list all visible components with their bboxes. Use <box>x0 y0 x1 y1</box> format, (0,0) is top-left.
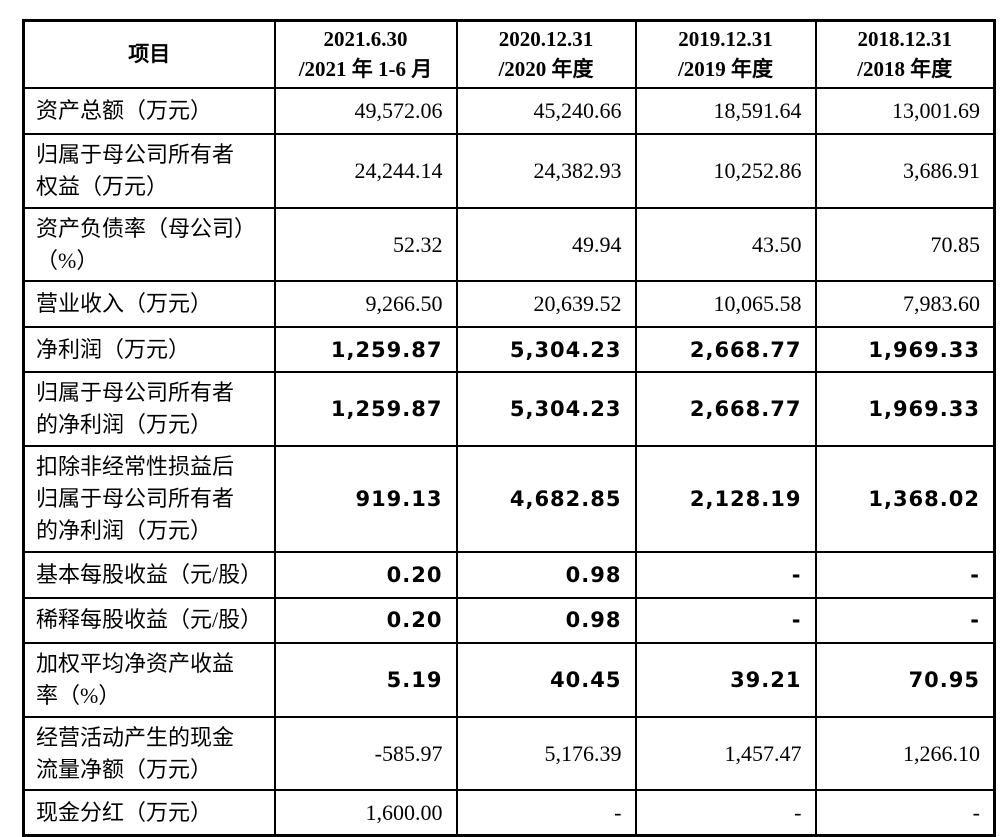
row-label: 现金分红（万元） <box>22 789 276 837</box>
table-cell: 1,600.00 <box>273 789 458 837</box>
table-cell: 4,682.85 <box>455 445 637 553</box>
table-cell: 10,065.58 <box>634 280 817 329</box>
table-cell: 39.21 <box>634 641 817 718</box>
header-cell-item: 项目 <box>22 19 276 89</box>
table-cell: 1,457.47 <box>634 715 817 792</box>
row-label: 归属于母公司所有者 权益（万元） <box>22 132 276 209</box>
table-cell: 24,244.14 <box>273 132 458 209</box>
table-row: 基本每股收益（元/股） 0.20 0.98 - - <box>22 550 996 599</box>
table-row: 营业收入（万元） 9,266.50 20,639.52 10,065.58 7,… <box>22 280 996 329</box>
table-cell: - <box>634 789 817 837</box>
page: 项目 2021.6.30 /2021 年 1-6 月 2020.12.31 /2… <box>22 19 996 837</box>
table-cell: 3,686.91 <box>814 132 996 209</box>
header-cell-2019: 2019.12.31 /2019 年度 <box>634 19 817 89</box>
table-cell: 2,668.77 <box>634 326 817 374</box>
table-cell: 5.19 <box>273 641 458 718</box>
table-cell: 45,240.66 <box>455 86 637 135</box>
table-cell: 1,969.33 <box>814 371 996 448</box>
table-cell: 5,176.39 <box>455 715 637 792</box>
table-cell: 1,969.33 <box>814 326 996 374</box>
table-cell: - <box>634 550 817 599</box>
table-cell: 1,368.02 <box>814 445 996 553</box>
table-cell: 18,591.64 <box>634 86 817 135</box>
row-label: 归属于母公司所有者 的净利润（万元） <box>22 371 276 448</box>
table-cell: 7,983.60 <box>814 280 996 329</box>
table-cell: 70.85 <box>814 206 996 283</box>
table-cell: 5,304.23 <box>455 326 637 374</box>
table-cell: 0.98 <box>455 550 637 599</box>
table-row: 归属于母公司所有者 的净利润（万元） 1,259.87 5,304.23 2,6… <box>22 371 996 448</box>
financial-summary-table: 项目 2021.6.30 /2021 年 1-6 月 2020.12.31 /2… <box>22 19 996 837</box>
table-cell: 0.98 <box>455 596 637 644</box>
table-cell: 10,252.86 <box>634 132 817 209</box>
table-row: 加权平均净资产收益 率（%） 5.19 40.45 39.21 70.95 <box>22 641 996 718</box>
table-cell: 1,259.87 <box>273 326 458 374</box>
table-row: 资产总额（万元） 49,572.06 45,240.66 18,591.64 1… <box>22 86 996 135</box>
table-row: 净利润（万元） 1,259.87 5,304.23 2,668.77 1,969… <box>22 326 996 374</box>
table-cell: 24,382.93 <box>455 132 637 209</box>
table-cell: 13,001.69 <box>814 86 996 135</box>
table-cell: 1,259.87 <box>273 371 458 448</box>
row-label: 资产负债率（母公司） （%） <box>22 206 276 283</box>
table-cell: 919.13 <box>273 445 458 553</box>
row-label: 营业收入（万元） <box>22 280 276 329</box>
table-cell: 20,639.52 <box>455 280 637 329</box>
table-cell: - <box>814 596 996 644</box>
table-row: 稀释每股收益（元/股） 0.20 0.98 - - <box>22 596 996 644</box>
header-cell-2021: 2021.6.30 /2021 年 1-6 月 <box>273 19 458 89</box>
table-cell: -585.97 <box>273 715 458 792</box>
row-label: 基本每股收益（元/股） <box>22 550 276 599</box>
row-label: 稀释每股收益（元/股） <box>22 596 276 644</box>
header-cell-2018: 2018.12.31 /2018 年度 <box>814 19 996 89</box>
table-cell: 0.20 <box>273 550 458 599</box>
table-cell: 9,266.50 <box>273 280 458 329</box>
table-body: 资产总额（万元） 49,572.06 45,240.66 18,591.64 1… <box>22 86 996 837</box>
table-cell: - <box>455 789 637 837</box>
table-row: 归属于母公司所有者 权益（万元） 24,244.14 24,382.93 10,… <box>22 132 996 209</box>
header-row: 项目 2021.6.30 /2021 年 1-6 月 2020.12.31 /2… <box>22 19 996 89</box>
table-cell: - <box>814 789 996 837</box>
table-cell: 1,266.10 <box>814 715 996 792</box>
row-label: 加权平均净资产收益 率（%） <box>22 641 276 718</box>
row-label: 扣除非经常性损益后 归属于母公司所有者 的净利润（万元） <box>22 445 276 553</box>
table-row: 扣除非经常性损益后 归属于母公司所有者 的净利润（万元） 919.13 4,68… <box>22 445 996 553</box>
table-cell: 5,304.23 <box>455 371 637 448</box>
table-cell: 0.20 <box>273 596 458 644</box>
table-row: 现金分红（万元） 1,600.00 - - - <box>22 789 996 837</box>
table-cell: 49.94 <box>455 206 637 283</box>
row-label: 资产总额（万元） <box>22 86 276 135</box>
table-row: 资产负债率（母公司） （%） 52.32 49.94 43.50 70.85 <box>22 206 996 283</box>
table-cell: 40.45 <box>455 641 637 718</box>
row-label: 净利润（万元） <box>22 326 276 374</box>
table-cell: 43.50 <box>634 206 817 283</box>
table-cell: 49,572.06 <box>273 86 458 135</box>
table-header: 项目 2021.6.30 /2021 年 1-6 月 2020.12.31 /2… <box>22 19 996 89</box>
table-cell: 2,668.77 <box>634 371 817 448</box>
table-cell: 52.32 <box>273 206 458 283</box>
header-cell-2020: 2020.12.31 /2020 年度 <box>455 19 637 89</box>
table-cell: 70.95 <box>814 641 996 718</box>
table-cell: - <box>634 596 817 644</box>
table-row: 经营活动产生的现金 流量净额（万元） -585.97 5,176.39 1,45… <box>22 715 996 792</box>
row-label: 经营活动产生的现金 流量净额（万元） <box>22 715 276 792</box>
table-cell: 2,128.19 <box>634 445 817 553</box>
table-cell: - <box>814 550 996 599</box>
